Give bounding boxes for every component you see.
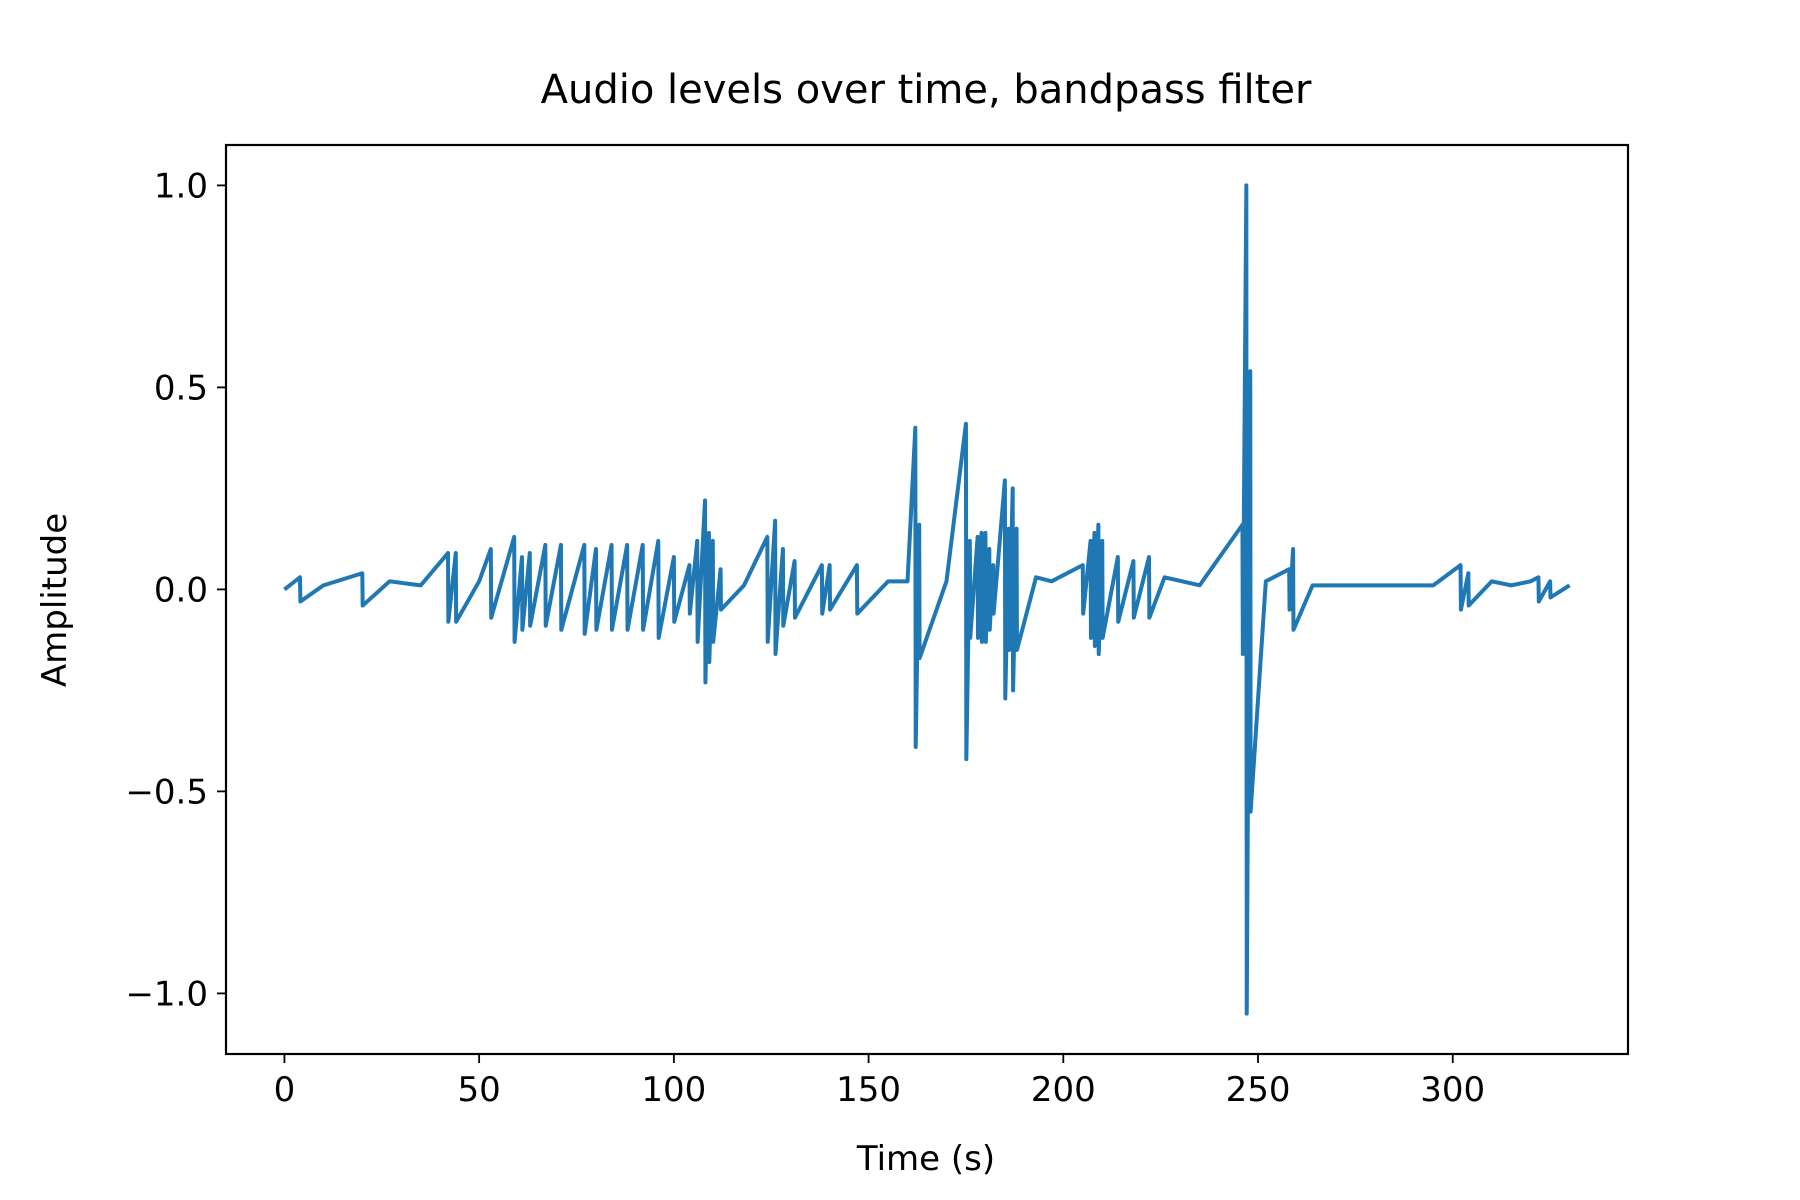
x-axis: 0 50 100 150 200 250 300 <box>274 1054 1485 1110</box>
y-tick-label: 0.0 <box>154 570 208 610</box>
x-axis-label: Time (s) <box>856 1139 995 1179</box>
series-line-0 <box>283 183 1571 1016</box>
y-tick-label: −1.0 <box>125 974 208 1014</box>
x-tick-label: 250 <box>1226 1070 1291 1110</box>
y-tick-label: 1.0 <box>154 166 208 206</box>
x-tick-label: 200 <box>1031 1070 1096 1110</box>
y-axis: 1.0 0.5 0.0 −0.5 −1.0 <box>125 166 226 1014</box>
x-tick-label: 50 <box>458 1070 501 1110</box>
x-tick-label: 0 <box>274 1070 296 1110</box>
x-tick-label: 300 <box>1420 1070 1485 1110</box>
series-layer <box>283 183 1571 1016</box>
plot-frame <box>224 143 1630 1056</box>
y-tick-label: 0.5 <box>154 368 208 408</box>
x-tick-label: 150 <box>836 1070 901 1110</box>
y-tick-label: −0.5 <box>125 772 208 812</box>
x-tick-label: 100 <box>641 1070 706 1110</box>
y-axis-label: Amplitude <box>35 513 75 687</box>
chart-title: Audio levels over time, bandpass filter <box>541 67 1312 113</box>
